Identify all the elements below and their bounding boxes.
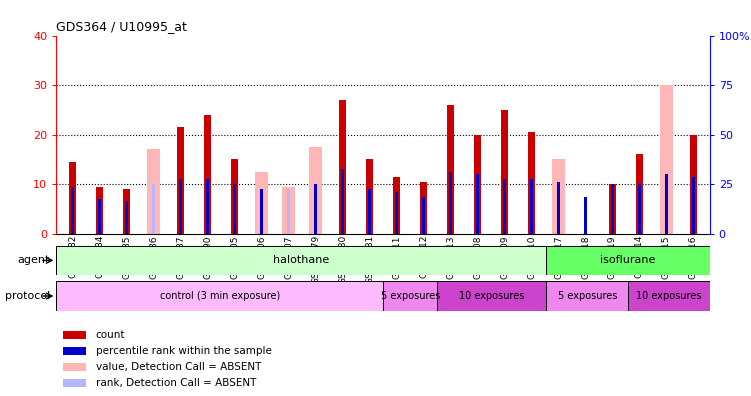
Bar bbox=[638, 184, 641, 234]
Text: percentile rank within the sample: percentile rank within the sample bbox=[95, 346, 271, 356]
Bar bbox=[383, 281, 437, 311]
Bar bbox=[611, 184, 614, 234]
Text: halothane: halothane bbox=[273, 255, 330, 265]
Bar bbox=[147, 149, 160, 234]
Bar bbox=[420, 182, 427, 234]
Bar bbox=[503, 179, 506, 234]
Bar bbox=[56, 246, 547, 275]
Bar bbox=[368, 189, 371, 234]
Text: control (3 min exposure): control (3 min exposure) bbox=[159, 291, 280, 301]
Bar bbox=[339, 100, 346, 234]
Text: protocol: protocol bbox=[5, 291, 50, 301]
Bar bbox=[395, 192, 398, 234]
Text: GDS364 / U10995_at: GDS364 / U10995_at bbox=[56, 20, 187, 33]
Bar bbox=[557, 182, 559, 234]
Bar bbox=[96, 187, 103, 234]
Text: count: count bbox=[95, 329, 125, 340]
Bar bbox=[422, 196, 425, 234]
Bar bbox=[309, 147, 321, 234]
Bar bbox=[282, 187, 294, 234]
Bar bbox=[314, 184, 317, 234]
Text: 5 exposures: 5 exposures bbox=[381, 291, 440, 301]
Text: 5 exposures: 5 exposures bbox=[557, 291, 617, 301]
Bar bbox=[179, 179, 182, 234]
Text: 10 exposures: 10 exposures bbox=[459, 291, 525, 301]
Bar bbox=[63, 363, 86, 371]
Text: 10 exposures: 10 exposures bbox=[636, 291, 701, 301]
Bar bbox=[63, 346, 86, 355]
Bar bbox=[584, 196, 587, 234]
Bar bbox=[393, 177, 400, 234]
Bar bbox=[449, 172, 452, 234]
Bar bbox=[476, 174, 479, 234]
Bar bbox=[447, 105, 454, 234]
Bar bbox=[501, 110, 508, 234]
Bar bbox=[98, 199, 101, 234]
Text: value, Detection Call = ABSENT: value, Detection Call = ABSENT bbox=[95, 362, 261, 372]
Bar bbox=[288, 189, 290, 234]
Bar bbox=[152, 184, 155, 234]
Text: isoflurane: isoflurane bbox=[600, 255, 656, 265]
Bar bbox=[665, 174, 668, 234]
Bar bbox=[231, 160, 238, 234]
Bar bbox=[341, 169, 344, 234]
Bar bbox=[71, 187, 74, 234]
Bar bbox=[255, 172, 267, 234]
Bar bbox=[437, 281, 547, 311]
Text: agent: agent bbox=[17, 255, 50, 265]
Bar bbox=[204, 115, 211, 234]
Bar bbox=[547, 246, 710, 275]
Bar bbox=[233, 184, 236, 234]
Bar bbox=[665, 174, 668, 234]
Bar bbox=[530, 179, 533, 234]
Bar bbox=[690, 135, 697, 234]
Bar bbox=[547, 281, 628, 311]
Bar bbox=[660, 85, 673, 234]
Bar bbox=[69, 162, 76, 234]
Bar bbox=[636, 154, 643, 234]
Bar bbox=[692, 177, 695, 234]
Bar bbox=[56, 281, 383, 311]
Bar bbox=[557, 184, 559, 234]
Bar bbox=[63, 379, 86, 386]
Bar bbox=[177, 127, 184, 234]
Bar bbox=[609, 184, 616, 234]
Bar bbox=[366, 160, 373, 234]
Bar bbox=[123, 189, 130, 234]
Bar bbox=[628, 281, 710, 311]
Text: rank, Detection Call = ABSENT: rank, Detection Call = ABSENT bbox=[95, 378, 256, 388]
Bar bbox=[474, 135, 481, 234]
Bar bbox=[528, 132, 535, 234]
Bar bbox=[63, 331, 86, 339]
Bar bbox=[553, 160, 565, 234]
Bar bbox=[125, 202, 128, 234]
Bar bbox=[260, 189, 263, 234]
Bar bbox=[207, 179, 209, 234]
